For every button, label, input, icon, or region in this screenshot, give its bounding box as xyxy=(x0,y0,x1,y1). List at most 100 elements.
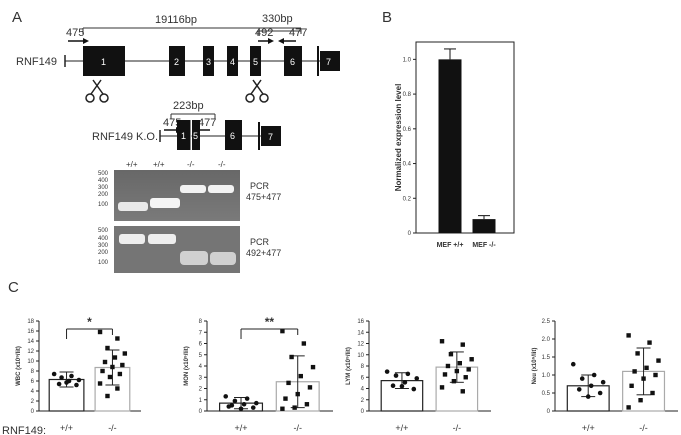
c1-point-0-2 xyxy=(59,375,64,380)
c3-ytick-label-1: 2 xyxy=(361,398,365,404)
exon-5: 5 xyxy=(250,46,261,76)
c1-point-1-9 xyxy=(117,371,123,377)
b-bar-0 xyxy=(438,59,462,234)
c1-ytick-label-7: 14 xyxy=(27,339,34,345)
c2-point-1-8 xyxy=(283,396,288,401)
c2-point-0-1 xyxy=(244,396,250,401)
c4-point-0-3 xyxy=(600,379,606,385)
c1-ytick-label-6: 12 xyxy=(27,349,34,355)
c3-point-1-0 xyxy=(439,339,445,344)
c4-point-1-4 xyxy=(644,365,649,370)
c3-point-1-1 xyxy=(460,342,465,347)
c4-point-0-4 xyxy=(588,383,594,389)
c3-point-1-5 xyxy=(445,363,451,369)
c3-point-0-7 xyxy=(399,383,405,389)
c3-point-0-2 xyxy=(393,373,399,378)
c3-point-1-2 xyxy=(448,351,454,357)
gel-2 xyxy=(114,226,240,273)
gel2-ladder-500: 500 xyxy=(98,228,109,234)
gel2-band-3 xyxy=(180,251,208,265)
c1-point-0-0 xyxy=(51,371,57,377)
c3-ytick-label-7: 14 xyxy=(357,330,364,336)
ko-exon-7: 7 xyxy=(258,122,281,150)
c3-ytick-label-3: 6 xyxy=(361,375,365,381)
exon-1: 1 xyxy=(83,46,125,76)
c1-point-0-5 xyxy=(56,381,62,387)
c2-point-1-6 xyxy=(307,385,313,390)
c1-significance: * xyxy=(87,315,92,329)
panel-label-b: B xyxy=(382,9,392,26)
c4-point-0-5 xyxy=(576,387,582,392)
c1-xtick-label-0: +/+ xyxy=(60,423,73,433)
c4-point-1-9 xyxy=(650,390,655,396)
ko-exon-5: 5 xyxy=(192,120,200,150)
gel1-band-4 xyxy=(208,185,234,193)
ko-span-label: 223bp xyxy=(173,100,204,112)
c3-ytick-label-8: 16 xyxy=(357,319,364,325)
gel2-label-line1: PCR xyxy=(250,237,270,247)
c3-xtick-label-1: -/- xyxy=(453,423,462,433)
lane-label-2: +/+ xyxy=(153,160,165,169)
b-xtick-label-0: MEF +/+ xyxy=(437,242,464,249)
c2-point-0-8 xyxy=(226,404,232,409)
b-plot-frame xyxy=(415,41,515,234)
c3-point-0-3 xyxy=(414,376,420,381)
c2-point-0-6 xyxy=(250,405,256,410)
ko-exon-6: 6 xyxy=(225,120,242,150)
ko-structure: 223bp 475 477 RNF149 K.O. 1 5 6 7 xyxy=(92,100,281,150)
b-ytick-label-1: 0.2 xyxy=(403,196,412,202)
primer-477-label: 477 xyxy=(289,27,307,39)
c1-ytick-label-4: 8 xyxy=(31,369,35,375)
gel1-label-line2: 475+477 xyxy=(246,192,281,202)
c1-ytick-label-5: 10 xyxy=(27,359,34,365)
gel1-label-line1: PCR xyxy=(250,181,270,191)
gel1-ladder-300: 300 xyxy=(98,185,109,191)
c2-xtick-label-1: -/- xyxy=(293,423,302,433)
c1-point-1-3 xyxy=(122,351,128,356)
c1-point-0-6 xyxy=(74,382,79,388)
c1-point-1-10 xyxy=(107,374,113,380)
b-ytick-label-5: 1.0 xyxy=(403,57,412,63)
chart-mon: 0 1 2 3 4 5 6 7 8 MON (x10⁹/lit) +/+ -/- ** xyxy=(184,315,333,433)
svg-text:5: 5 xyxy=(193,131,198,141)
span-total-label: 19116bp xyxy=(155,14,197,26)
gene-name: RNF149 xyxy=(16,56,57,68)
c3-ytick-label-6: 12 xyxy=(357,342,364,348)
b-ytick-label-2: 0.4 xyxy=(403,162,412,168)
c3-point-1-7 xyxy=(454,368,460,374)
b-ytick-label-0: 0 xyxy=(408,231,412,237)
c3-xtick-label-0: +/+ xyxy=(395,423,408,433)
gel1-band-2 xyxy=(150,198,180,208)
c1-ylabel: WBC (x10⁹/lit) xyxy=(16,346,22,386)
c2-point-0-2 xyxy=(232,398,238,404)
gel1-ladder-100: 100 xyxy=(98,202,109,208)
c2-ytick-label-7: 7 xyxy=(199,330,203,336)
svg-text:6: 6 xyxy=(230,131,235,141)
chart-panel-b: 0 0.2 0.4 0.6 0.8 1.0 Normalized expression le… xyxy=(394,41,515,249)
scissors-icon-1 xyxy=(85,79,109,103)
c3-point-0-5 xyxy=(390,383,396,388)
c1-xtick-label-1: -/- xyxy=(108,423,117,433)
exon-3: 3 xyxy=(203,46,214,76)
c3-ytick-label-5: 10 xyxy=(357,353,364,359)
c4-ytick-label-0: 0 xyxy=(547,409,551,415)
c2-point-0-3 xyxy=(254,400,259,406)
c1-point-1-8 xyxy=(100,368,105,374)
c4-point-1-5 xyxy=(632,369,637,374)
c3-point-0-1 xyxy=(405,371,411,377)
c4-point-1-8 xyxy=(629,383,634,388)
ko-name: RNF149 K.O. xyxy=(92,131,158,143)
c4-point-1-3 xyxy=(656,358,661,363)
c4-ylabel: Neu (x10⁹/lit) xyxy=(532,348,538,385)
c4-ytick-label-2: 1.0 xyxy=(542,373,551,379)
gel2-ladder-300: 300 xyxy=(98,243,109,249)
c3-point-1-9 xyxy=(463,375,468,380)
lane-label-3: -/- xyxy=(187,160,195,169)
c4-point-0-0 xyxy=(570,361,576,367)
c1-point-1-5 xyxy=(102,359,108,365)
svg-text:6: 6 xyxy=(290,57,295,67)
svg-text:3: 3 xyxy=(206,57,211,67)
svg-text:1: 1 xyxy=(181,131,186,141)
c4-point-0-6 xyxy=(597,390,603,396)
